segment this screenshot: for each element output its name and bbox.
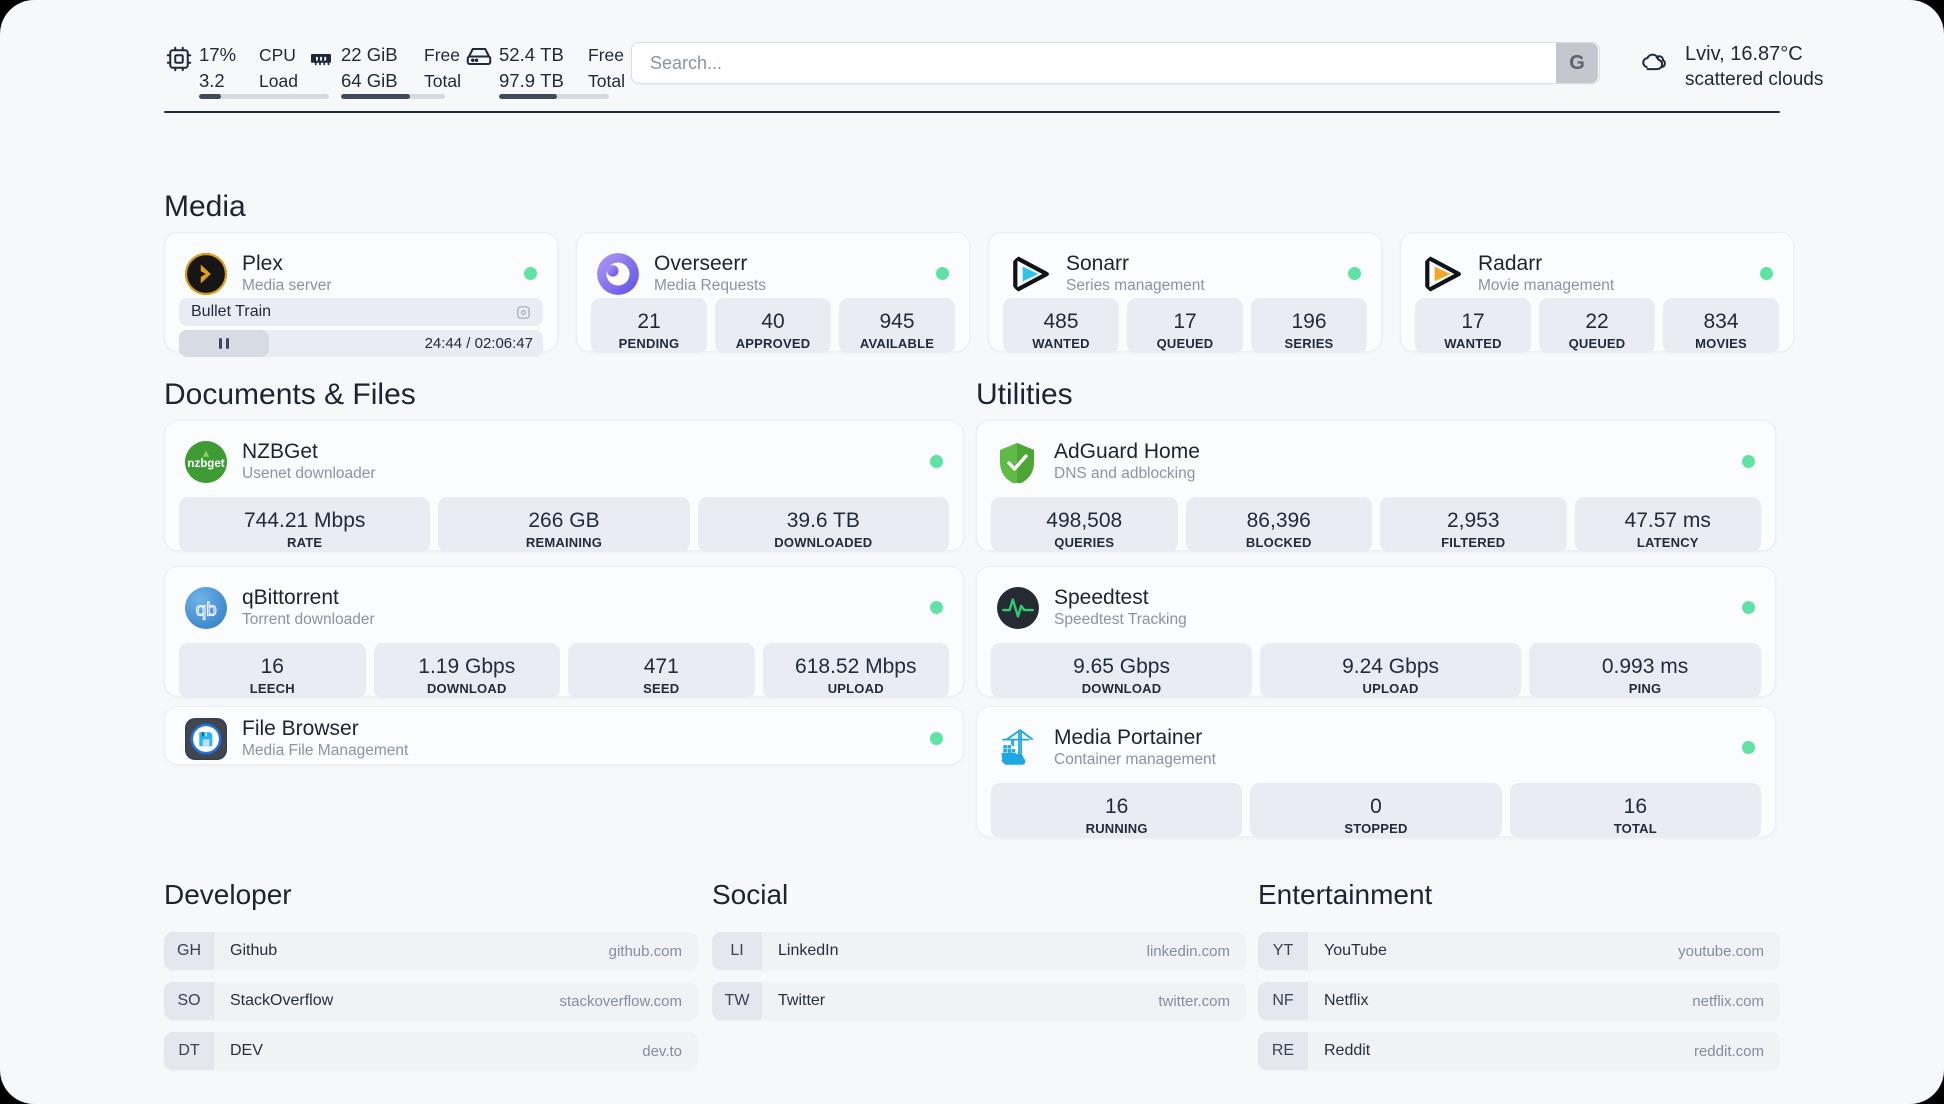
svg-text:nzbget: nzbget [187, 458, 224, 470]
svg-text:qb: qb [196, 599, 217, 620]
